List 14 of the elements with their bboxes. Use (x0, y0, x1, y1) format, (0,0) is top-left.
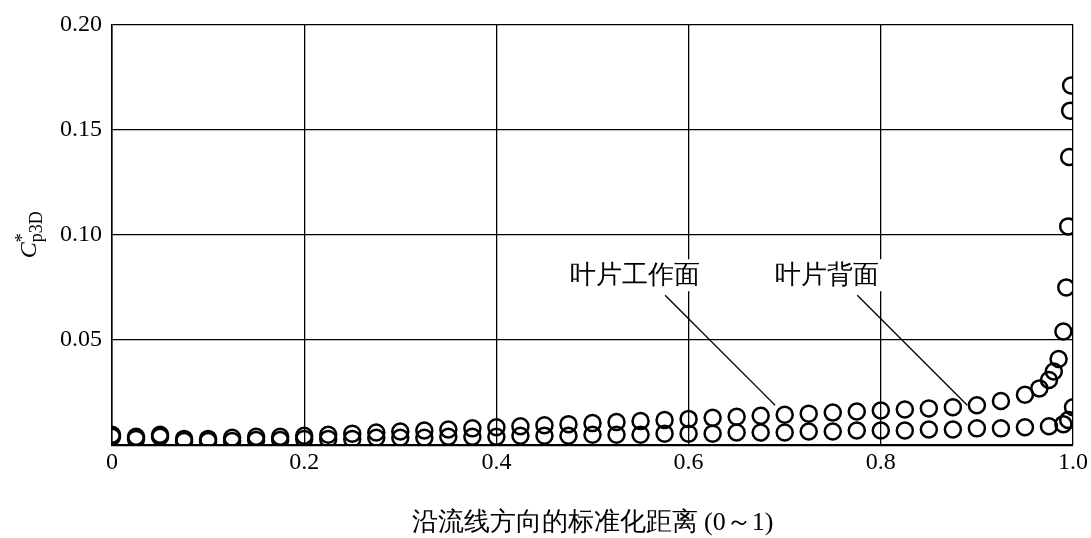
x-tick-label: 0 (106, 447, 118, 474)
x-axis-title: 沿流线方向的标准化距离 (0～1) (411, 507, 774, 536)
y-tick-label: 0.20 (60, 9, 102, 36)
y-tick-label: 0.05 (60, 325, 102, 352)
y-axis-title: C*p3D (12, 211, 46, 259)
x-tick-label: 0.2 (289, 447, 320, 474)
x-tick-label: 1.0 (1058, 447, 1088, 474)
x-tick-label: 0.4 (481, 447, 512, 474)
x-tick-label: 0.8 (865, 447, 896, 474)
annotation: 叶片背面 (775, 260, 880, 290)
x-tick-label: 0.6 (673, 447, 704, 474)
annotation: 叶片工作面 (570, 260, 701, 290)
y-tick-label: 0.15 (60, 114, 102, 141)
y-tick-label: 0.10 (60, 220, 102, 247)
